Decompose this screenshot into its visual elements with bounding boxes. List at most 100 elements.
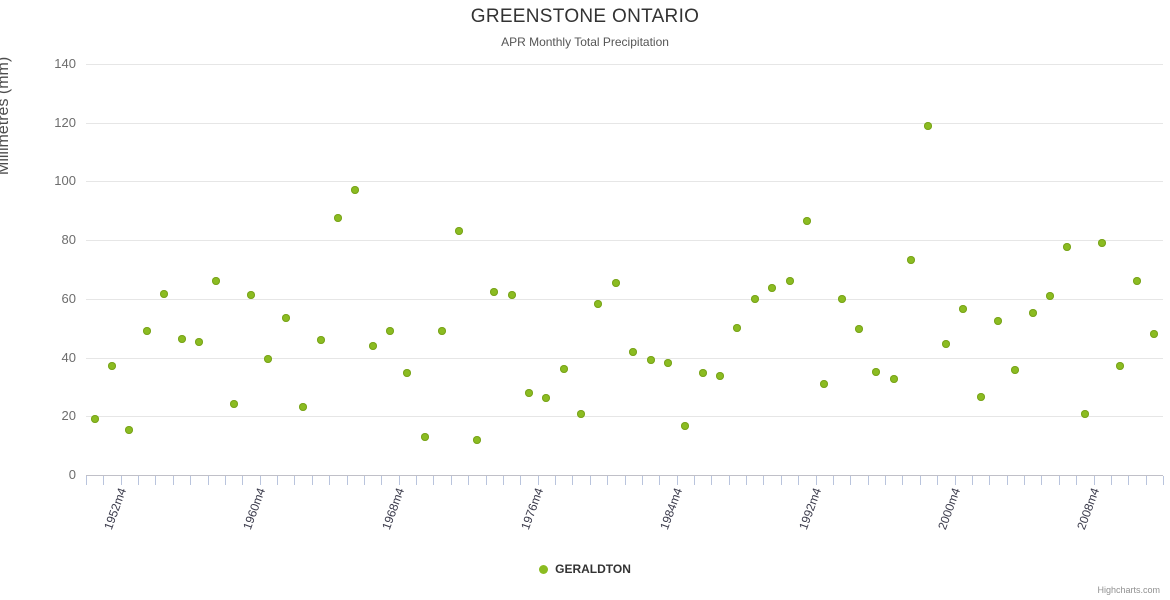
x-axis-tick [920,476,921,485]
data-point[interactable] [299,403,308,412]
data-point[interactable] [438,326,447,335]
data-point[interactable] [594,300,603,309]
data-point[interactable] [108,362,117,371]
x-axis-tick [277,476,278,485]
x-axis-tick [816,476,817,485]
x-axis-tick [260,476,261,485]
data-point[interactable] [455,226,464,235]
y-axis-tick-label: 60 [61,290,76,306]
data-point[interactable] [907,256,916,265]
x-axis-tick [1076,476,1077,485]
data-point[interactable] [820,379,829,388]
data-point[interactable] [1098,239,1107,248]
data-point[interactable] [160,289,169,298]
data-point[interactable] [472,436,481,445]
data-point[interactable] [663,358,672,367]
data-point[interactable] [542,393,551,402]
data-point[interactable] [333,214,342,223]
grid-line [86,122,1163,124]
y-axis-tick-label: 0 [68,467,76,482]
data-point[interactable] [1063,243,1072,252]
data-point[interactable] [524,389,533,398]
data-point[interactable] [1011,365,1020,374]
x-axis-tick [347,476,348,485]
grid-line [86,240,1163,242]
data-point[interactable] [351,186,360,195]
data-point[interactable] [1115,362,1124,371]
data-point[interactable] [768,284,777,293]
data-point[interactable] [1046,291,1055,300]
data-point[interactable] [212,276,221,285]
data-point[interactable] [316,336,325,345]
x-axis-tick [989,476,990,485]
data-point[interactable] [889,374,898,383]
data-point[interactable] [611,279,620,287]
x-axis-tick [868,476,869,485]
data-point[interactable] [247,291,256,300]
data-point[interactable] [229,399,238,408]
data-point[interactable] [924,121,933,130]
data-point[interactable] [941,340,950,349]
data-point[interactable] [698,369,707,378]
data-point[interactable] [559,364,568,373]
data-point[interactable] [281,314,290,323]
legend-item-geraldton[interactable]: GERALDTON [539,562,631,576]
data-point[interactable] [577,409,586,418]
data-point[interactable] [264,354,273,363]
x-axis-tick [451,476,452,485]
data-point[interactable] [993,317,1002,326]
data-point[interactable] [194,337,203,346]
data-point[interactable] [1132,276,1141,285]
data-point[interactable] [1080,409,1089,418]
data-point[interactable] [976,393,985,402]
data-point[interactable] [837,294,846,303]
data-point[interactable] [733,324,742,333]
data-point[interactable] [420,432,429,441]
grid-line [86,64,1163,65]
x-axis-tick [625,476,626,485]
data-point[interactable] [177,334,186,343]
data-point[interactable] [90,415,99,424]
data-point[interactable] [872,367,881,376]
data-point[interactable] [142,326,151,335]
x-axis-tick [937,476,938,485]
x-axis-tick [1024,476,1025,485]
data-point[interactable] [750,294,759,303]
x-axis-tick [138,476,139,485]
data-point[interactable] [716,372,725,381]
data-point[interactable] [802,217,811,226]
data-point[interactable] [403,369,412,378]
x-axis-tick [1041,476,1042,485]
x-axis-tick [590,476,591,485]
data-point[interactable] [368,342,377,351]
data-point[interactable] [1028,309,1037,318]
data-point[interactable] [959,305,968,314]
data-point[interactable] [646,355,655,364]
x-axis-tick [208,476,209,485]
data-point[interactable] [1150,330,1159,339]
data-point[interactable] [507,290,516,299]
data-point[interactable] [125,426,134,435]
data-point[interactable] [785,276,794,285]
x-axis-tick [294,476,295,485]
data-point[interactable] [385,326,394,335]
data-point[interactable] [855,325,863,334]
data-point[interactable] [681,421,690,430]
x-axis-tick [833,476,834,485]
plot-area [86,64,1163,475]
x-axis-tick-label: 1992m4 [796,486,825,532]
data-point[interactable] [629,348,638,357]
x-axis-tick [781,476,782,485]
x-axis-tick [538,476,539,485]
chart-title: GREENSTONE ONTARIO [470,6,700,27]
x-axis-tick-label: 2000m4 [935,486,964,532]
x-axis-tick [433,476,434,485]
x-axis-tick [955,476,956,485]
x-axis-tick [190,476,191,485]
x-axis-tick [1094,476,1095,485]
y-axis-title: Millimetres (mm) [0,56,12,175]
x-axis-tick [503,476,504,485]
y-axis-tick-label: 140 [54,56,76,71]
data-point[interactable] [490,287,499,296]
credits-label: Highcharts.com [1097,585,1160,595]
